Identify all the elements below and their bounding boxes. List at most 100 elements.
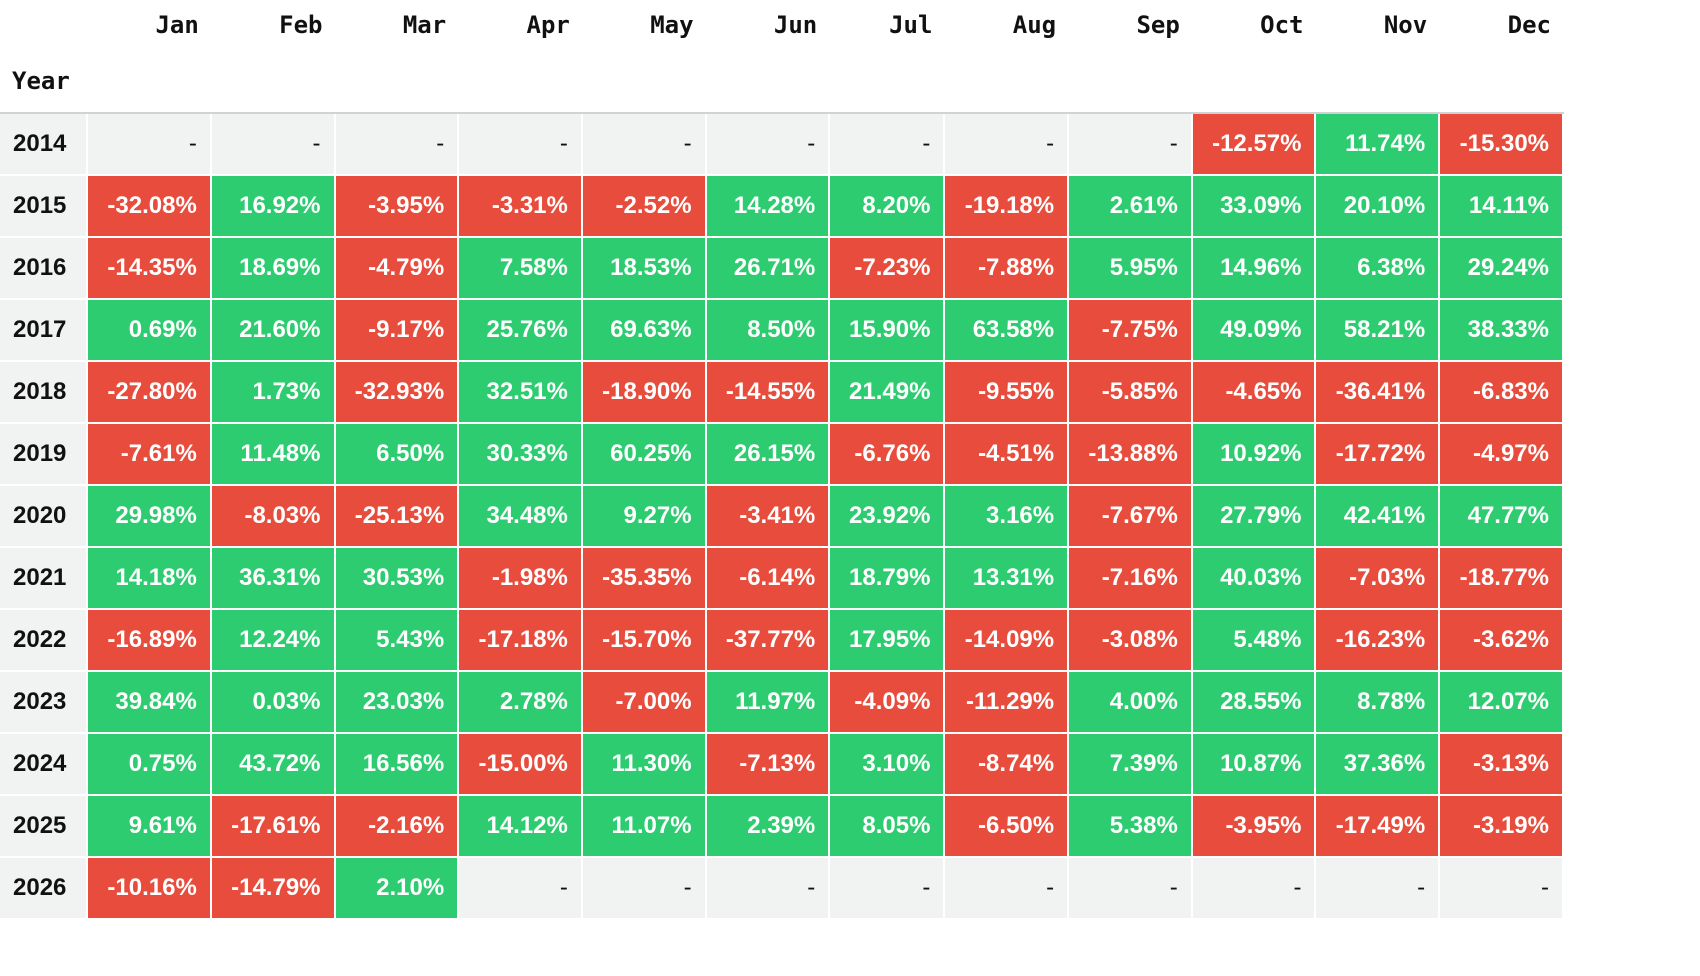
heatmap-cell: 29.98% bbox=[86, 484, 212, 548]
year-label: 2024 bbox=[0, 733, 88, 796]
heatmap-cell: 23.03% bbox=[333, 670, 460, 734]
table-row: 2022 -16.89% 12.24% 5.43% -17.18% -15.70% -37.… bbox=[0, 608, 1564, 672]
month-header-jan: Jan bbox=[87, 0, 211, 50]
heatmap-cell: -14.35% bbox=[86, 236, 212, 300]
heatmap-cell: 58.21% bbox=[1314, 298, 1441, 362]
heatmap-cell: 17.95% bbox=[828, 608, 946, 672]
heatmap-cell: -7.13% bbox=[704, 732, 831, 796]
heatmap-cell: -11.29% bbox=[943, 670, 1070, 734]
heatmap-cell-empty: - bbox=[457, 112, 583, 176]
heatmap-cell: -5.85% bbox=[1067, 360, 1193, 424]
heatmap-cell: 0.69% bbox=[86, 298, 212, 362]
heatmap-cell: -3.31% bbox=[457, 174, 583, 238]
heatmap-cell: -27.80% bbox=[86, 360, 212, 424]
heatmap-cell: 18.53% bbox=[580, 236, 707, 300]
heatmap-cell: 60.25% bbox=[580, 422, 707, 486]
monthly-returns-heatmap: Jan Feb Mar Apr May Jun Jul Aug Sep Oct Nov Dec Yea… bbox=[0, 0, 1564, 920]
index-header-row: Year bbox=[0, 50, 1563, 114]
heatmap-cell: -14.79% bbox=[209, 856, 336, 920]
heatmap-cell: 14.12% bbox=[457, 794, 583, 858]
heatmap-cell: -13.88% bbox=[1067, 422, 1193, 486]
heatmap-cell: -7.75% bbox=[1067, 298, 1193, 362]
heatmap-cell: -3.08% bbox=[1067, 608, 1193, 672]
heatmap-cell: 2.61% bbox=[1067, 174, 1193, 238]
index-header-spacer bbox=[1191, 50, 1316, 114]
heatmap-cell: 11.30% bbox=[580, 732, 707, 796]
heatmap-cell: 36.31% bbox=[209, 546, 336, 610]
heatmap-cell: -4.79% bbox=[333, 236, 460, 300]
heatmap-cell: 0.75% bbox=[86, 732, 212, 796]
year-label: 2021 bbox=[0, 547, 88, 610]
year-label: 2015 bbox=[0, 175, 88, 238]
heatmap-cell-empty: - bbox=[943, 112, 1070, 176]
heatmap-cell: 9.61% bbox=[86, 794, 212, 858]
year-label: 2019 bbox=[0, 423, 88, 486]
month-header-may: May bbox=[581, 0, 706, 50]
heatmap-cell-empty: - bbox=[828, 856, 946, 920]
heatmap-cell-empty: - bbox=[828, 112, 946, 176]
heatmap-cell: 29.24% bbox=[1438, 236, 1564, 300]
year-label: 2023 bbox=[0, 671, 88, 734]
heatmap-cell: -3.41% bbox=[704, 484, 831, 548]
heatmap-cell: 20.10% bbox=[1314, 174, 1441, 238]
heatmap-cell: 30.53% bbox=[333, 546, 460, 610]
heatmap-cell: -7.03% bbox=[1314, 546, 1441, 610]
heatmap-cell: -7.00% bbox=[580, 670, 707, 734]
year-label: 2026 bbox=[0, 857, 88, 920]
heatmap-cell: -14.09% bbox=[943, 608, 1070, 672]
heatmap-cell: 5.48% bbox=[1190, 608, 1317, 672]
heatmap-cell: -6.83% bbox=[1438, 360, 1564, 424]
heatmap-cell-empty: - bbox=[1067, 856, 1193, 920]
heatmap-cell: 27.79% bbox=[1190, 484, 1317, 548]
heatmap-cell: -3.19% bbox=[1438, 794, 1564, 858]
heatmap-cell: -2.52% bbox=[580, 174, 707, 238]
year-label: 2017 bbox=[0, 299, 88, 362]
heatmap-cell: -18.90% bbox=[580, 360, 707, 424]
heatmap-cell: -15.70% bbox=[580, 608, 707, 672]
table-row: 2018 -27.80% 1.73% -32.93% 32.51% -18.90% -14.… bbox=[0, 360, 1564, 424]
month-header-feb: Feb bbox=[210, 0, 335, 50]
heatmap-cell: 26.71% bbox=[704, 236, 831, 300]
heatmap-cell: -6.50% bbox=[943, 794, 1070, 858]
heatmap-cell: -10.16% bbox=[86, 856, 212, 920]
heatmap-cell: 4.00% bbox=[1067, 670, 1193, 734]
heatmap-cell: -9.55% bbox=[943, 360, 1070, 424]
heatmap-table: Jan Feb Mar Apr May Jun Jul Aug Sep Oct Nov Dec Yea… bbox=[0, 0, 1564, 920]
heatmap-cell: 8.78% bbox=[1314, 670, 1441, 734]
heatmap-cell: 21.49% bbox=[828, 360, 946, 424]
heatmap-cell-empty: - bbox=[1067, 112, 1193, 176]
heatmap-cell: -18.77% bbox=[1438, 546, 1564, 610]
heatmap-cell-empty: - bbox=[1314, 856, 1441, 920]
index-header-spacer bbox=[1315, 50, 1440, 114]
heatmap-cell: -37.77% bbox=[704, 608, 831, 672]
index-header-spacer bbox=[87, 50, 211, 114]
heatmap-cell: -7.67% bbox=[1067, 484, 1193, 548]
heatmap-cell: 40.03% bbox=[1190, 546, 1317, 610]
heatmap-cell: 11.74% bbox=[1314, 112, 1441, 176]
heatmap-cell: 16.56% bbox=[333, 732, 460, 796]
heatmap-cell: 16.92% bbox=[209, 174, 336, 238]
heatmap-cell: -4.65% bbox=[1190, 360, 1317, 424]
heatmap-cell-empty: - bbox=[580, 112, 707, 176]
year-label: 2014 bbox=[0, 113, 88, 176]
heatmap-cell: 12.24% bbox=[209, 608, 336, 672]
year-label: 2018 bbox=[0, 361, 88, 424]
heatmap-cell: 28.55% bbox=[1190, 670, 1317, 734]
heatmap-cell: -3.95% bbox=[333, 174, 460, 238]
year-label: 2025 bbox=[0, 795, 88, 858]
table-row: 2024 0.75% 43.72% 16.56% -15.00% 11.30% -7.13%… bbox=[0, 732, 1564, 796]
heatmap-cell: 2.10% bbox=[333, 856, 460, 920]
heatmap-cell: 3.16% bbox=[943, 484, 1070, 548]
heatmap-cell: -4.51% bbox=[943, 422, 1070, 486]
table-row: 2017 0.69% 21.60% -9.17% 25.76% 69.63% 8.50% 15… bbox=[0, 298, 1564, 362]
heatmap-cell-empty: - bbox=[704, 112, 831, 176]
heatmap-cell: 34.48% bbox=[457, 484, 583, 548]
heatmap-cell: -3.62% bbox=[1438, 608, 1564, 672]
index-header-spacer bbox=[705, 50, 830, 114]
table-row: 2023 39.84% 0.03% 23.03% 2.78% -7.00% 11.97% -4… bbox=[0, 670, 1564, 734]
month-header-dec: Dec bbox=[1439, 0, 1563, 50]
heatmap-cell: 39.84% bbox=[86, 670, 212, 734]
heatmap-cell: 18.69% bbox=[209, 236, 336, 300]
header-corner bbox=[0, 0, 88, 50]
index-header-spacer bbox=[458, 50, 582, 114]
